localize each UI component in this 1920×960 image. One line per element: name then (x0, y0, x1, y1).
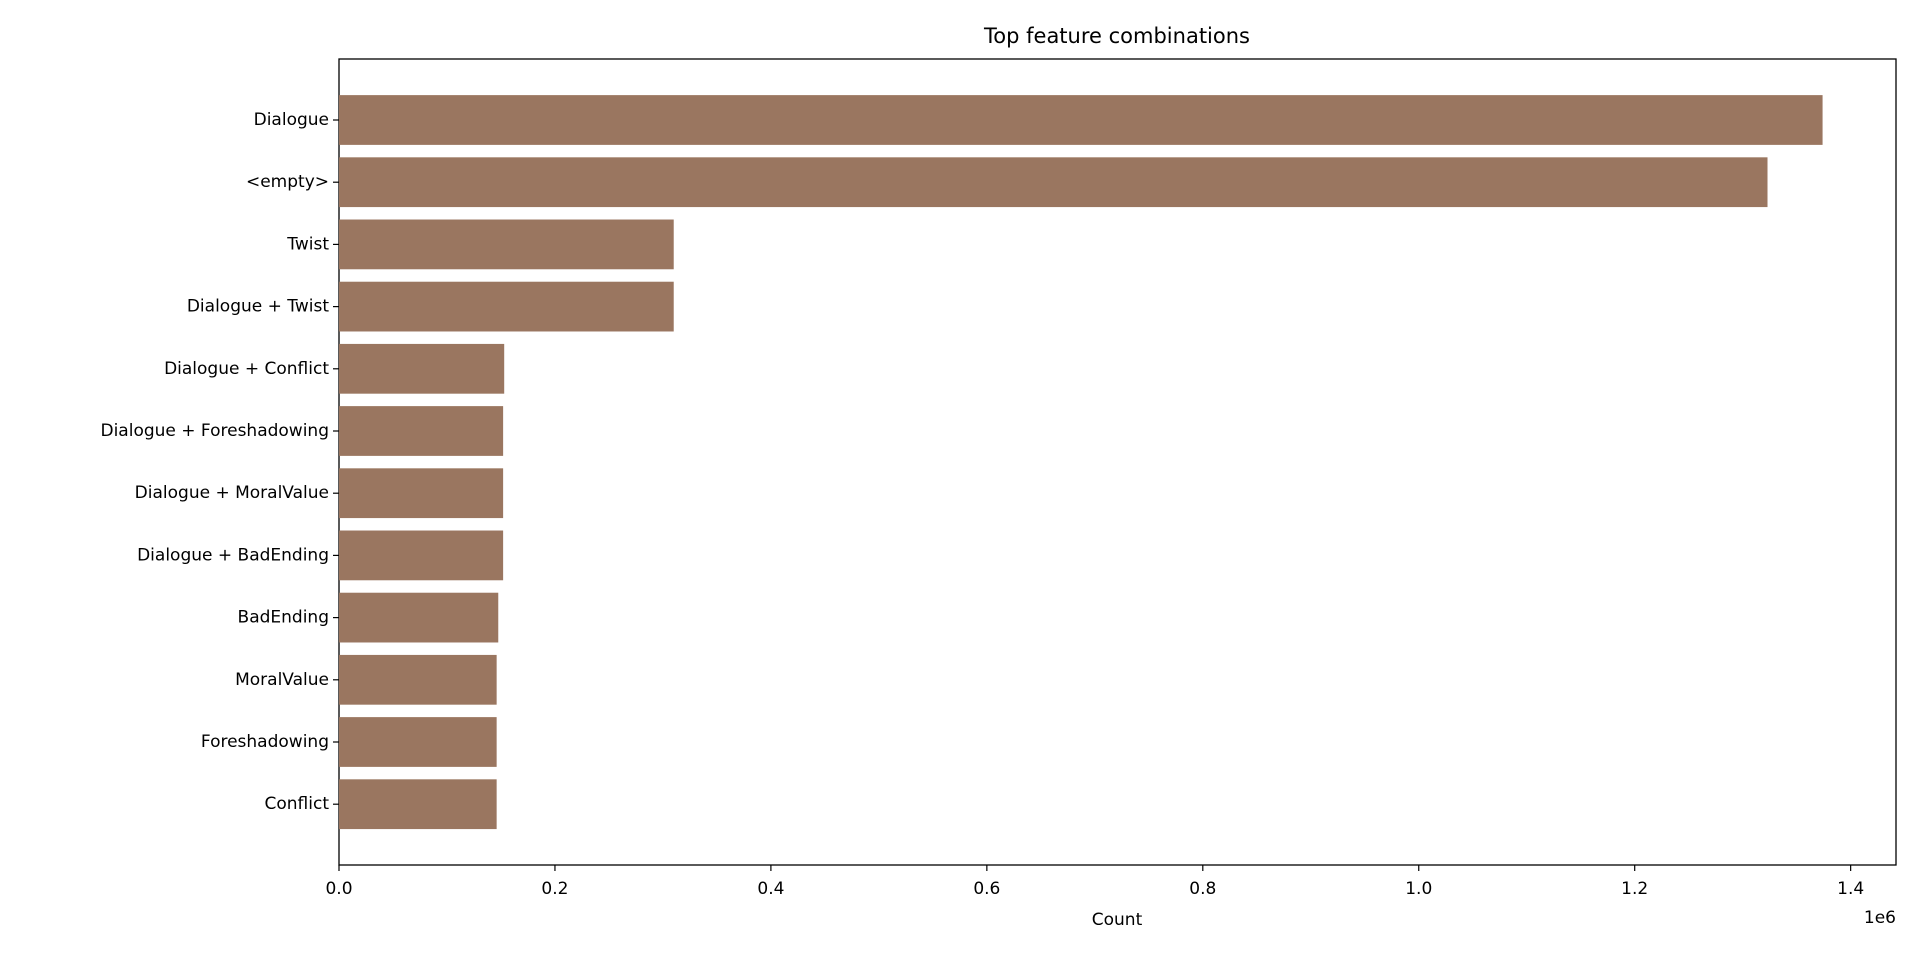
x-offset-label: 1e6 (1864, 908, 1896, 928)
y-tick-label: Dialogue + Foreshadowing (100, 421, 329, 441)
y-tick-label: Foreshadowing (201, 732, 329, 752)
bar (339, 157, 1768, 208)
bar (339, 468, 504, 519)
plot-frame (338, 58, 1897, 866)
bar (339, 343, 505, 394)
y-tick-label: <empty> (246, 172, 329, 192)
bar (339, 530, 504, 581)
y-tick-label: Conflict (265, 794, 330, 814)
y-tick-label: Dialogue (254, 110, 329, 130)
y-tick-label: BadEnding (238, 608, 329, 628)
y-tick-label: MoralValue (235, 670, 329, 690)
bar (339, 717, 497, 767)
bar (339, 592, 499, 643)
x-tick-label: 0.0 (325, 879, 352, 899)
x-tick-label: 0.2 (541, 879, 568, 899)
x-tick-label: 1.4 (1837, 879, 1864, 899)
y-tick-label: Dialogue + Twist (187, 297, 329, 317)
chart-title: Top feature combinations (983, 24, 1250, 48)
y-tick-label: Dialogue + Conflict (164, 359, 329, 379)
x-axis-label: Count (1092, 910, 1143, 930)
bar (339, 406, 504, 456)
bar (339, 219, 674, 270)
x-tick-label: 1.0 (1405, 879, 1432, 899)
x-tick-label: 1.2 (1621, 879, 1648, 899)
x-tick-label: 0.4 (757, 879, 784, 899)
y-tick-label: Dialogue + BadEnding (137, 545, 329, 565)
y-tick-label: Dialogue + MoralValue (135, 483, 329, 503)
x-tick-label: 0.6 (973, 879, 1000, 899)
y-tick-label: Twist (286, 234, 329, 254)
bar (339, 95, 1823, 145)
bar (339, 654, 497, 705)
bar (339, 281, 674, 332)
x-tick-label: 0.8 (1189, 879, 1216, 899)
bar (339, 779, 497, 830)
